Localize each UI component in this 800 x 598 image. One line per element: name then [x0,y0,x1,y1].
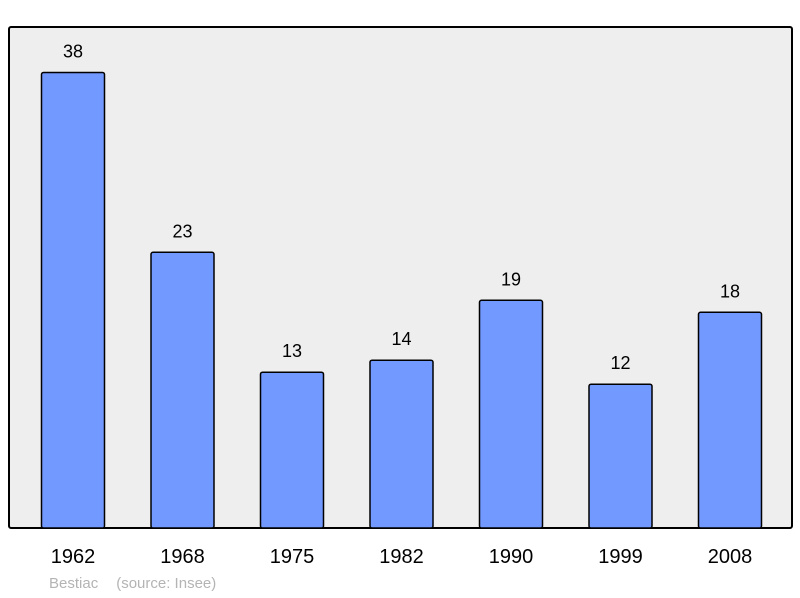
bar-1962 [40,71,106,529]
x-tick-label-1999: 1999 [598,546,643,568]
bar-1999 [588,383,653,529]
bar-1990 [478,299,544,529]
x-tick-label-1968: 1968 [160,546,205,568]
x-tick-label-1962: 1962 [51,546,96,568]
value-label-1982: 14 [391,329,411,349]
value-labels-group: 38 23 13 14 19 12 18 [63,42,740,374]
x-tick-labels-group: 1962 1968 1975 1982 1990 1999 2008 [51,546,753,568]
x-tick-label-2008: 2008 [708,546,753,568]
x-tick-label-1982: 1982 [379,546,424,568]
x-tick-label-1990: 1990 [489,546,534,568]
value-label-1999: 12 [610,353,630,373]
bars-group [40,71,763,529]
footer-place: Bestiac [49,575,99,592]
bar-1975 [259,371,325,529]
value-label-1990: 19 [501,269,521,289]
bar-2008 [697,311,763,529]
footer: Bestiac (source: Insee) [49,575,216,592]
value-label-1962: 38 [63,42,83,62]
value-label-1975: 13 [282,341,302,361]
bar-1968 [150,251,215,529]
value-label-1968: 23 [172,221,192,241]
value-label-2008: 18 [720,281,740,301]
bar-1982 [369,359,434,529]
footer-source: (source: Insee) [116,575,217,592]
x-tick-label-1975: 1975 [270,546,315,568]
